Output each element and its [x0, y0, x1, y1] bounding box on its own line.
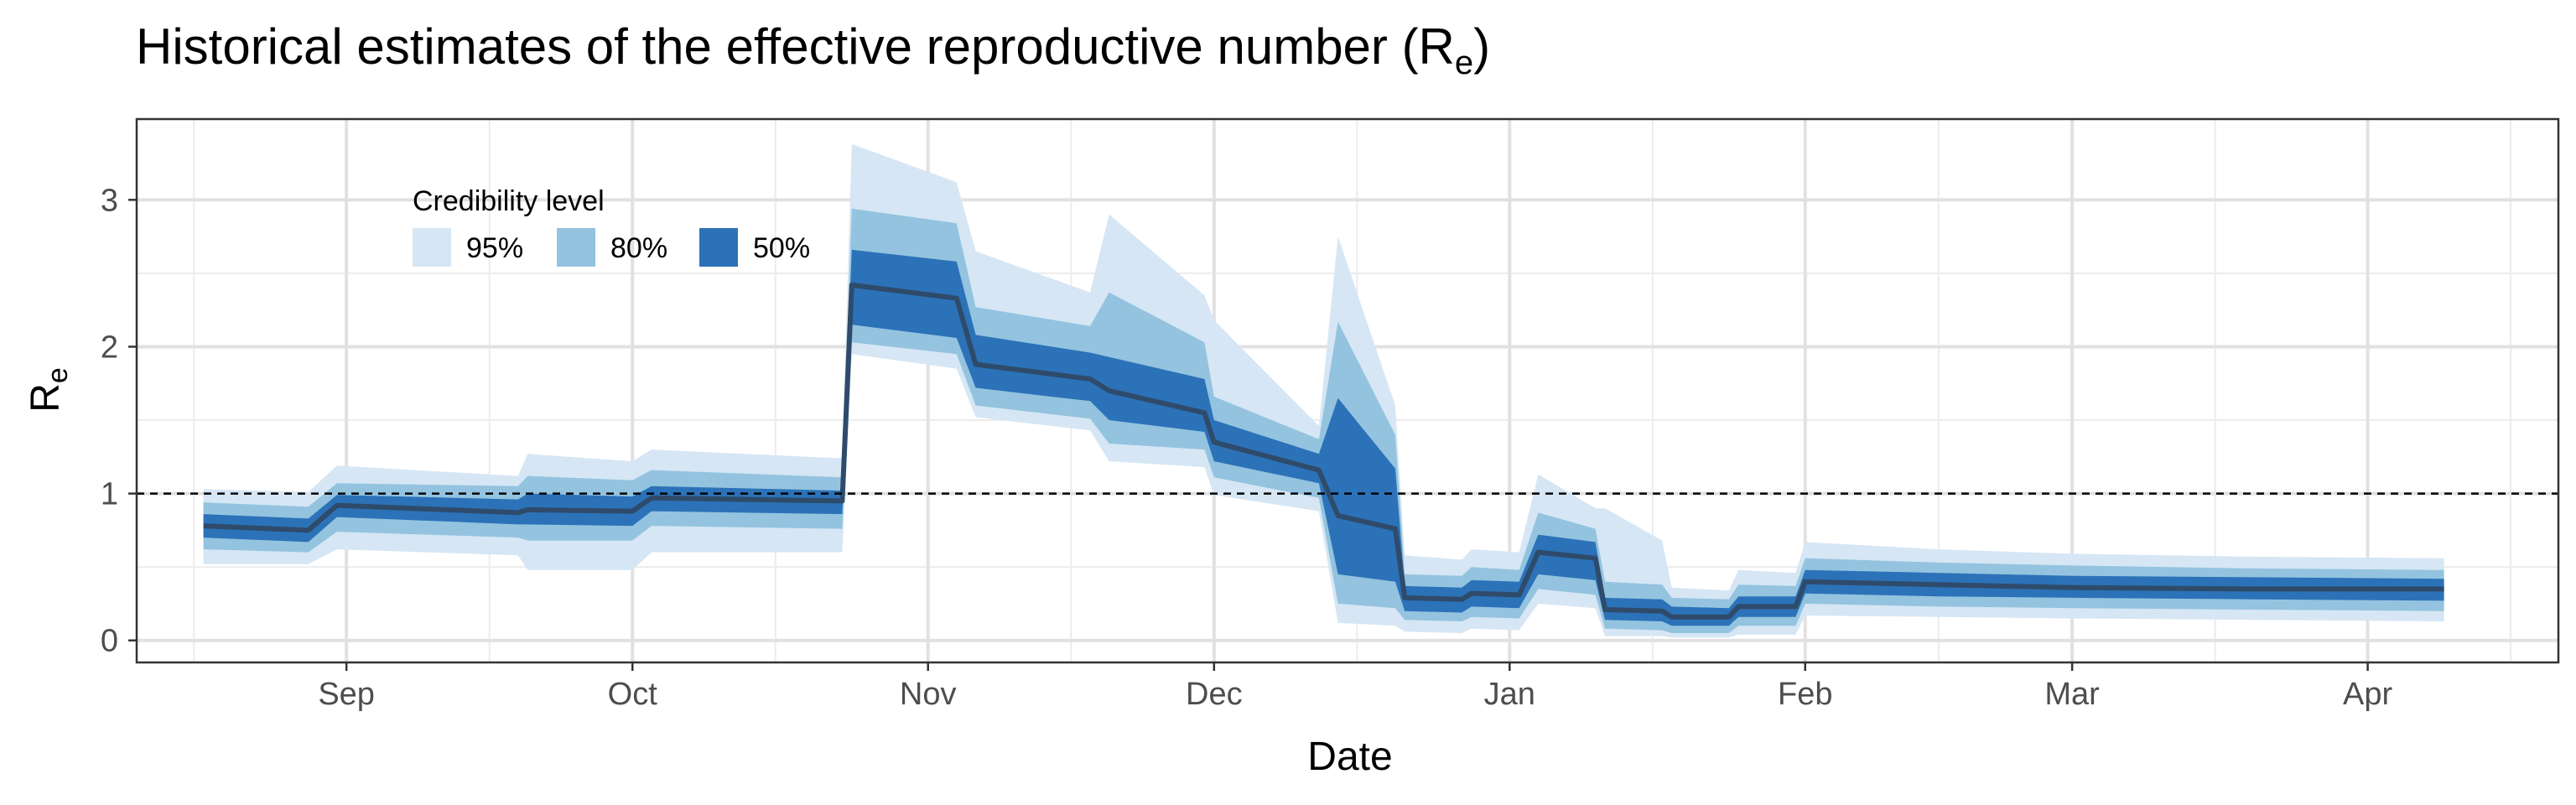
- x-tick-label: Mar: [2044, 677, 2100, 712]
- y-tick-label: 0: [101, 624, 118, 659]
- legend-label: 80%: [610, 232, 667, 264]
- chart-title-subscript: e: [1455, 44, 1473, 81]
- chart-title: Historical estimates of the effective re…: [136, 18, 1490, 81]
- plot-area: Sep Oct Nov Dec Jan Feb Mar Apr 0 1 2 3 Credibility …: [101, 117, 2560, 712]
- plot-border: [135, 117, 2560, 664]
- legend-key: [699, 228, 738, 267]
- legend-key: [413, 228, 451, 267]
- x-tick-label: Apr: [2343, 677, 2392, 712]
- chart-title-close: ): [1473, 18, 1490, 75]
- y-tick-label: 3: [101, 183, 118, 218]
- median-line: [203, 282, 2444, 620]
- y-tick-label: 1: [101, 477, 118, 512]
- y-tick-label: 2: [101, 330, 118, 365]
- legend-title: Credibility level: [413, 185, 605, 217]
- x-tick-label: Feb: [1778, 677, 1832, 712]
- x-tick-label: Jan: [1484, 677, 1535, 712]
- legend-label: 50%: [753, 232, 810, 264]
- y-axis-title-main: R: [23, 383, 68, 413]
- chart-title-main: Historical estimates of the effective re…: [136, 18, 1455, 75]
- x-tick-label: Oct: [608, 677, 658, 712]
- x-axis-title: Date: [1307, 735, 1392, 779]
- x-tick-label: Dec: [1186, 677, 1243, 712]
- x-tick-label: Sep: [318, 677, 375, 712]
- x-tick-label: Nov: [900, 677, 957, 712]
- y-axis-title-subscript: e: [42, 367, 74, 383]
- legend-key: [557, 228, 595, 267]
- legend-label: 95%: [466, 232, 523, 264]
- ci80-band: [203, 208, 2444, 634]
- y-axis-title: Re: [23, 367, 74, 413]
